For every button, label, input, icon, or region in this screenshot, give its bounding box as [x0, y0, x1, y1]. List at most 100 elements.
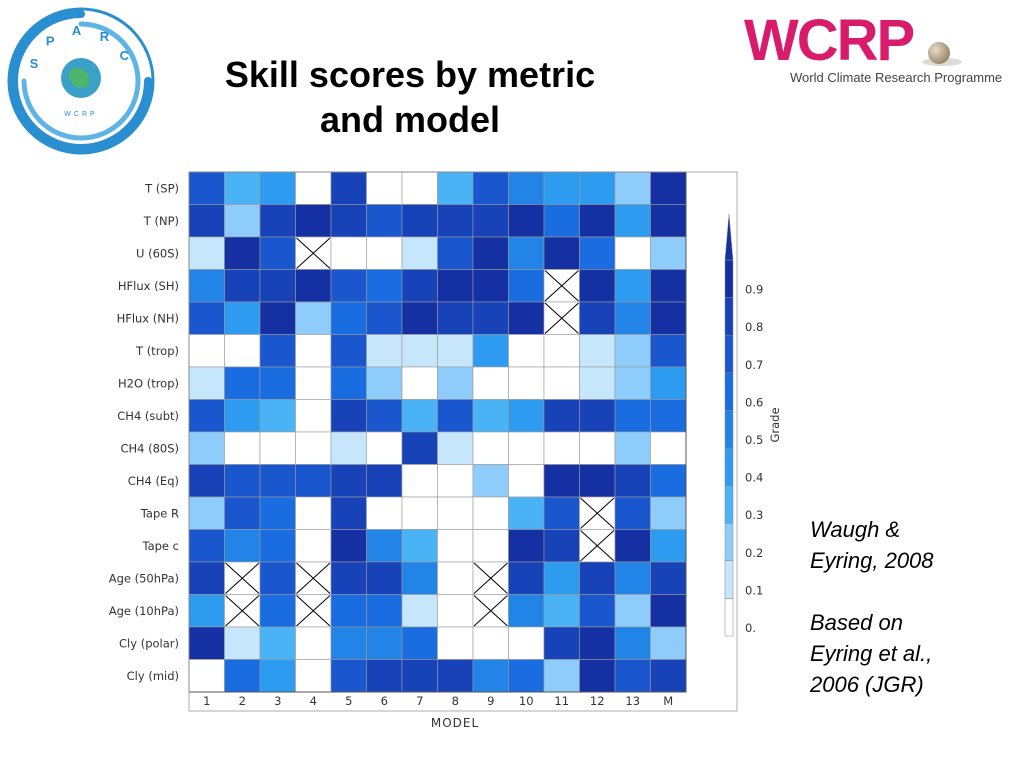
missing-marker [473, 595, 508, 627]
heatmap-cell [188, 204, 225, 238]
heatmap-cell [579, 464, 616, 498]
heatmap-cell [508, 171, 545, 205]
heatmap-cell [295, 171, 332, 205]
colorbar-segment [724, 334, 734, 374]
heatmap-cell [188, 464, 225, 498]
heatmap-cell [437, 594, 474, 628]
heatmap-cell [543, 366, 580, 400]
heatmap-cell [579, 204, 616, 238]
heatmap-cell [543, 204, 580, 238]
colorbar-segment [724, 410, 734, 449]
heatmap-cell [366, 626, 403, 660]
heatmap-cell [437, 399, 474, 433]
heatmap-cell [259, 366, 296, 400]
heatmap-cell [472, 236, 509, 270]
heatmap-cell [259, 301, 296, 335]
heatmap-cell [579, 399, 616, 433]
heatmap-cell [472, 366, 509, 400]
heatmap-cell [437, 269, 474, 303]
heatmap-cell [401, 561, 438, 595]
heatmap-cell [579, 301, 616, 335]
y-tick-label: Tape R [140, 506, 179, 520]
caption: Waugh & Eyring, 2008 Based on Eyring et … [810, 514, 1010, 700]
x-tick-label: 11 [554, 694, 569, 708]
heatmap-cell [650, 496, 687, 530]
colorbar-tick-label: 0. [745, 621, 756, 635]
heatmap-cell [330, 561, 367, 595]
heatmap-cell [543, 464, 580, 498]
heatmap-cell [650, 301, 687, 335]
heatmap-cell [650, 626, 687, 660]
heatmap-cell [508, 399, 545, 433]
heatmap-cell [330, 399, 367, 433]
heatmap-cell [650, 204, 687, 238]
y-tick-label: Age (10hPa) [109, 604, 179, 618]
heatmap-cell [543, 399, 580, 433]
x-tick-label: 4 [310, 694, 317, 708]
heatmap-cell [614, 204, 651, 238]
x-tick-label: 2 [239, 694, 246, 708]
colorbar-segment [724, 522, 734, 562]
x-axis-title: MODEL [431, 716, 479, 730]
heatmap-cell [259, 334, 296, 368]
heatmap-cell [330, 236, 367, 270]
heatmap-cell [259, 464, 296, 498]
missing-marker [296, 595, 331, 627]
heatmap-cell [614, 464, 651, 498]
y-tick-label: HFlux (SH) [118, 279, 179, 293]
heatmap-cell [614, 529, 651, 563]
heatmap-cell [188, 626, 225, 660]
heatmap-cell [614, 269, 651, 303]
heatmap-cell [401, 529, 438, 563]
heatmap-cell [508, 236, 545, 270]
colorbar: 0. 0.1 0.2 0.3 0.4 0.5 0.6 0.7 0.8 0.9 Grade [724, 213, 782, 637]
heatmap-cell [437, 561, 474, 595]
heatmap-cell [366, 529, 403, 563]
heatmap-cell [614, 366, 651, 400]
heatmap-cell [401, 431, 438, 465]
colorbar-tick-label: 0.3 [745, 508, 763, 522]
heatmap-cell [543, 626, 580, 660]
missing-marker [225, 562, 260, 594]
missing-marker [580, 530, 615, 562]
heatmap-cell [650, 431, 687, 465]
wcrp-logo-subtitle: World Climate Research Programme [790, 70, 1003, 85]
x-tick-label: 5 [345, 694, 352, 708]
heatmap-cell [614, 236, 651, 270]
y-tick-label: CH4 (80S) [120, 441, 179, 455]
colorbar-segment [724, 598, 734, 637]
caption-citation-2: Based on Eyring et al., 2006 (JGR) [810, 610, 933, 697]
heatmap-cell [401, 366, 438, 400]
heatmap-cell [330, 269, 367, 303]
heatmap-cell [401, 399, 438, 433]
heatmap-cells [188, 171, 687, 693]
colorbar-segment [724, 259, 734, 298]
heatmap-cell [472, 496, 509, 530]
colorbar-tick-label: 0.6 [745, 395, 763, 409]
x-tick-label: M [663, 694, 673, 708]
heatmap-cell [188, 659, 225, 693]
heatmap-cell [295, 529, 332, 563]
heatmap-cell [401, 496, 438, 530]
heatmap-cell [366, 366, 403, 400]
heatmap-cell [472, 301, 509, 335]
heatmap-cell [437, 171, 474, 205]
heatmap-cell [472, 399, 509, 433]
heatmap-cell [650, 464, 687, 498]
heatmap-cell [259, 594, 296, 628]
heatmap-cell [295, 366, 332, 400]
caption-citation-1: Waugh & Eyring, 2008 [810, 517, 934, 573]
heatmap-cell [543, 594, 580, 628]
heatmap-cell [224, 334, 261, 368]
heatmap-cell [472, 171, 509, 205]
heatmap-cell [295, 204, 332, 238]
heatmap-cell [224, 269, 261, 303]
heatmap-cell [259, 659, 296, 693]
heatmap-cell [295, 496, 332, 530]
heatmap-cell [330, 529, 367, 563]
heatmap-cell [650, 236, 687, 270]
heatmap-cell [295, 301, 332, 335]
heatmap-cell [614, 594, 651, 628]
heatmap-cell [259, 529, 296, 563]
heatmap-cell [543, 236, 580, 270]
